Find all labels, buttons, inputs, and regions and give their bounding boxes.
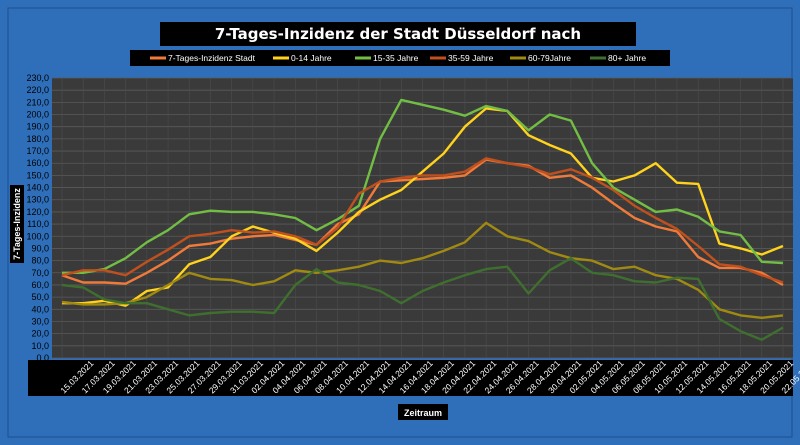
y-tick-label: 190,0: [26, 122, 49, 132]
legend-label: 0-14 Jahre: [291, 53, 332, 63]
y-axis-title-box: [10, 185, 24, 263]
y-tick-label: 90,0: [31, 243, 49, 253]
series-line: [61, 158, 784, 287]
y-tick-label: 30,0: [31, 316, 49, 326]
y-tick-label: 140,0: [26, 183, 49, 193]
y-tick-label: 170,0: [26, 146, 49, 156]
y-tick-label: 70,0: [31, 268, 49, 278]
legend-label: 80+ Jahre: [608, 53, 646, 63]
series-line: [62, 107, 784, 307]
x-axis-title: Zeitraum: [404, 408, 442, 418]
series-line: [62, 98, 784, 274]
y-tick-label: 200,0: [26, 110, 49, 120]
series-line: [61, 221, 784, 319]
series-line: [61, 157, 784, 284]
series-line: [61, 257, 784, 341]
x-axis-band: [28, 360, 793, 396]
y-tick-label: 10,0: [31, 341, 49, 351]
y-tick-label: 50,0: [31, 292, 49, 302]
y-tick-label: 80,0: [31, 256, 49, 266]
legend-label: 35-59 Jahre: [448, 53, 494, 63]
legend-box: [130, 50, 670, 66]
y-axis-title: 7-Tages-Inzidenz: [12, 188, 22, 260]
y-tick-label: 60,0: [31, 280, 49, 290]
y-tick-label: 150,0: [26, 170, 49, 180]
y-tick-label: 220,0: [26, 85, 49, 95]
y-tick-label: 230,0: [26, 73, 49, 83]
y-tick-label: 0,0: [36, 353, 49, 363]
y-tick-label: 210,0: [26, 97, 49, 107]
y-tick-label: 110,0: [27, 219, 49, 229]
y-tick-label: 120,0: [26, 207, 49, 217]
x-axis-title-box: [398, 404, 448, 420]
y-tick-label: 40,0: [31, 304, 49, 314]
y-tick-label: 100,0: [26, 231, 49, 241]
legend-label: 15-35 Jahre: [373, 53, 419, 63]
y-tick-label: 160,0: [26, 158, 49, 168]
y-tick-label: 20,0: [31, 329, 49, 339]
y-tick-label: 130,0: [26, 195, 49, 205]
y-tick-label: 180,0: [26, 134, 49, 144]
legend-label: 7-Tages-Inzidenz Stadt: [168, 53, 256, 63]
legend-label: 60-79Jahre: [528, 53, 571, 63]
